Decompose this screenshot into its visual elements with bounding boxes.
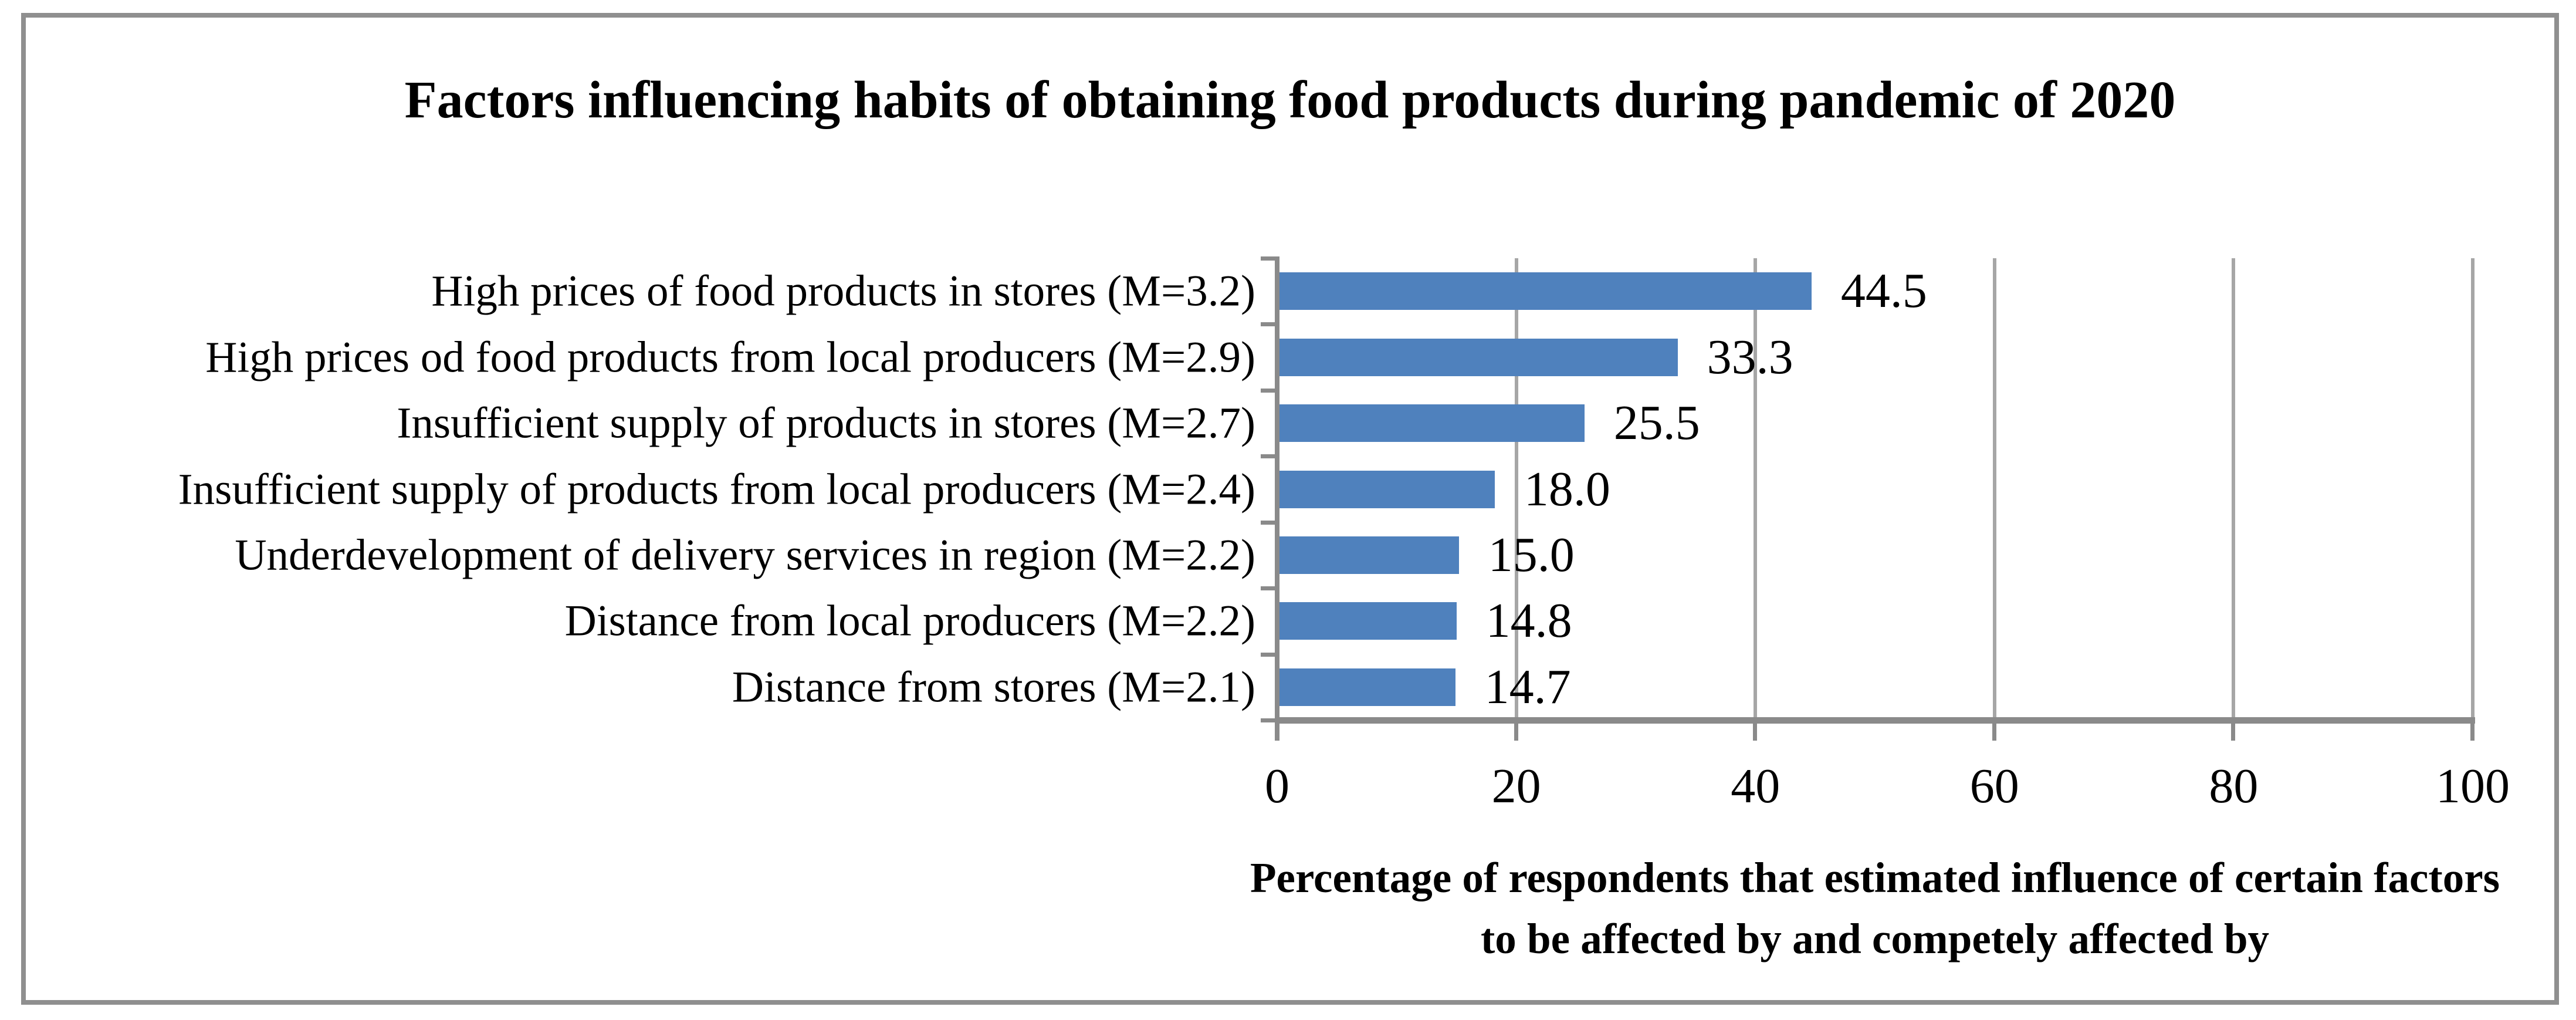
x-axis-title: Percentage of respondents that estimated… — [1112, 847, 2576, 970]
category-label: Underdevelopment of delivery services in… — [235, 531, 1255, 580]
x-axis-title-line1: Percentage of respondents that estimated… — [1250, 854, 2500, 901]
bar — [1279, 404, 1585, 443]
bar-value-label: 15.0 — [1488, 527, 1575, 582]
x-tick-label: 100 — [2436, 759, 2510, 813]
gridline-20 — [1514, 258, 1518, 720]
y-axis-tick — [1261, 520, 1277, 525]
x-tick-label: 80 — [2209, 759, 2259, 813]
y-axis-line — [1275, 256, 1279, 741]
gridline-40 — [1754, 258, 1758, 720]
category-label: Insufficient supply of products from loc… — [178, 465, 1255, 514]
x-axis-line — [1275, 717, 2475, 724]
bar — [1279, 272, 1812, 310]
x-axis-tick — [2470, 717, 2475, 741]
y-axis-tick — [1261, 256, 1277, 261]
bar-value-label: 14.8 — [1485, 593, 1572, 649]
gridline-100 — [2471, 258, 2475, 720]
bar-value-label: 14.7 — [1484, 659, 1571, 714]
x-tick-label: 20 — [1491, 759, 1541, 813]
bar — [1279, 338, 1678, 376]
x-tick-label: 40 — [1731, 759, 1780, 813]
y-axis-tick — [1261, 586, 1277, 591]
category-label: Distance from stores (M=2.1) — [732, 663, 1255, 712]
y-axis-tick — [1261, 322, 1277, 327]
x-axis-tick — [2231, 717, 2236, 741]
bar — [1279, 668, 1455, 706]
bar-value-label: 25.5 — [1613, 396, 1700, 451]
x-tick-label: 60 — [1969, 759, 2019, 813]
bar — [1279, 470, 1495, 508]
x-axis-tick — [1514, 717, 1518, 741]
gridline-60 — [1992, 258, 1996, 720]
figure-border — [21, 13, 2559, 1005]
bar-value-label: 33.3 — [1707, 329, 1793, 384]
category-label: Distance from local producers (M=2.2) — [564, 596, 1255, 646]
y-axis-tick — [1261, 388, 1277, 393]
bar-value-label: 18.0 — [1524, 461, 1610, 516]
category-label: Insufficient supply of products in store… — [397, 398, 1255, 448]
y-axis-tick — [1261, 718, 1277, 722]
x-tick-label: 0 — [1265, 759, 1289, 813]
x-axis-tick — [1753, 717, 1758, 741]
x-axis-tick — [1992, 717, 1996, 741]
y-axis-tick — [1261, 652, 1277, 657]
y-axis-tick — [1261, 454, 1277, 459]
bar-value-label: 44.5 — [1840, 264, 1927, 319]
category-label: High prices od food products from local … — [205, 333, 1255, 382]
category-label: High prices of food products in stores (… — [431, 266, 1255, 316]
chart-title: Factors influencing habits of obtaining … — [404, 71, 2176, 129]
bar — [1279, 602, 1457, 640]
x-axis-title-line2: to be affected by and competely affected… — [1480, 915, 2270, 962]
gridline-80 — [2232, 258, 2236, 720]
bar — [1279, 536, 1459, 574]
